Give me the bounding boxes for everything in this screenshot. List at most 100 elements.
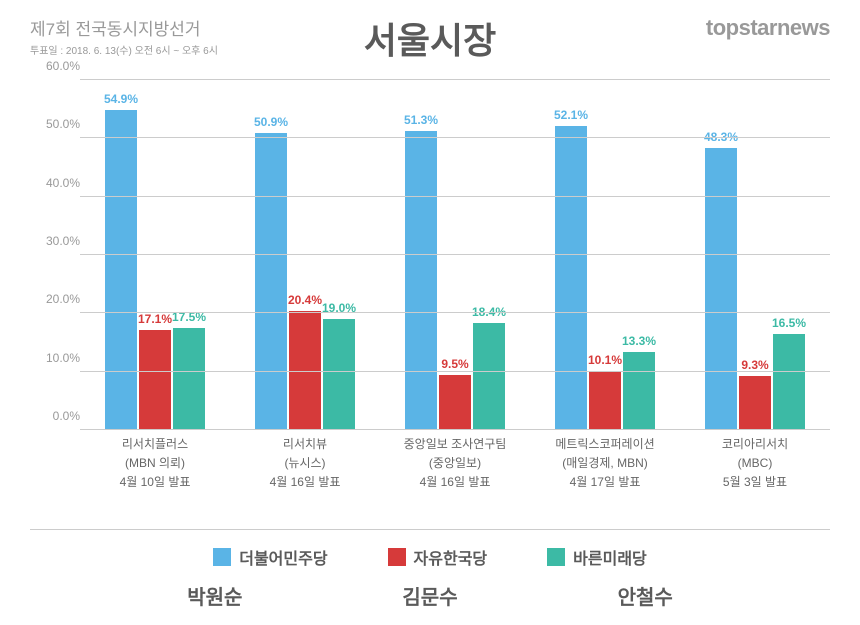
bar-chart: 0.0%10.0%20.0%30.0%40.0%50.0%60.0% 54.9%… (30, 80, 830, 450)
election-date: 투표일 : 2018. 6. 13(수) 오전 6시 ~ 오후 6시 (30, 42, 218, 57)
bar (439, 375, 471, 430)
bar-groups: 54.9%17.1%17.5%50.9%20.4%19.0%51.3%9.5%1… (80, 80, 830, 430)
bar-wrap: 9.5% (439, 375, 471, 430)
candidates-row: 박원순 김문수 안철수 (30, 581, 830, 610)
x-label-line: 4월 10일 발표 (80, 473, 230, 492)
header-right: topstarnews (706, 15, 830, 41)
bar (255, 133, 287, 430)
bar (105, 110, 137, 430)
x-label: 중앙일보 조사연구팀(중앙일보)4월 16일 발표 (380, 435, 530, 493)
bar (623, 352, 655, 430)
y-axis: 0.0%10.0%20.0%30.0%40.0%50.0%60.0% (30, 80, 80, 430)
bar-wrap: 19.0% (323, 319, 355, 430)
bar-wrap: 54.9% (105, 110, 137, 430)
x-label-line: 리서치플러스 (80, 435, 230, 454)
bar-group: 51.3%9.5%18.4% (380, 80, 530, 430)
y-tick: 50.0% (46, 117, 80, 131)
x-label-line: (매일경제, MBN) (530, 454, 680, 473)
header-center: 서울시장 (364, 12, 496, 64)
x-label: 메트릭스코퍼레이션(매일경제, MBN)4월 17일 발표 (530, 435, 680, 493)
gridline (80, 137, 830, 138)
x-label-line: (뉴시스) (230, 454, 380, 473)
legend-swatch (547, 548, 565, 566)
bar (773, 334, 805, 430)
bar-value-label: 13.3% (622, 334, 656, 348)
legend-item: 더불어민주당 (213, 545, 327, 569)
y-tick: 30.0% (46, 234, 80, 248)
bar (405, 131, 437, 430)
bar-value-label: 16.5% (772, 316, 806, 330)
x-label-line: 4월 16일 발표 (380, 473, 530, 492)
bar-value-label: 10.1% (588, 353, 622, 367)
y-tick: 20.0% (46, 292, 80, 306)
bar-value-label: 50.9% (254, 115, 288, 129)
x-axis-labels: 리서치플러스(MBN 의뢰)4월 10일 발표리서치뷰(뉴시스)4월 16일 발… (80, 435, 830, 493)
x-label: 리서치뷰(뉴시스)4월 16일 발표 (230, 435, 380, 493)
bar (739, 376, 771, 430)
candidate-name: 안철수 (618, 581, 673, 610)
bar-value-label: 17.1% (138, 312, 172, 326)
bar-value-label: 9.3% (741, 358, 768, 372)
x-label-line: (MBN 의뢰) (80, 454, 230, 473)
x-label-line: 4월 17일 발표 (530, 473, 680, 492)
bar (555, 126, 587, 430)
x-label-line: 4월 16일 발표 (230, 473, 380, 492)
header-left: 제7회 전국동시지방선거 투표일 : 2018. 6. 13(수) 오전 6시 … (30, 15, 218, 57)
bar-group: 52.1%10.1%13.3% (530, 80, 680, 430)
x-label: 코리아리서치(MBC)5월 3일 발표 (680, 435, 830, 493)
x-label-line: 메트릭스코퍼레이션 (530, 435, 680, 454)
election-subtitle: 제7회 전국동시지방선거 (30, 15, 218, 40)
bar-wrap: 18.4% (473, 323, 505, 430)
legend-label: 자유한국당 (414, 545, 488, 569)
legend: 더불어민주당 자유한국당 바른미래당 박원순 김문수 안철수 (30, 529, 830, 610)
bar-wrap: 10.1% (589, 371, 621, 430)
bar (589, 371, 621, 430)
bar (473, 323, 505, 430)
bar-wrap: 50.9% (255, 133, 287, 430)
bar-group: 54.9%17.1%17.5% (80, 80, 230, 430)
gridline (80, 371, 830, 372)
bar-value-label: 52.1% (554, 108, 588, 122)
bar-wrap: 52.1% (555, 126, 587, 430)
brand-logo: topstarnews (706, 15, 830, 41)
y-tick: 10.0% (46, 351, 80, 365)
legend-label: 더불어민주당 (239, 545, 327, 569)
page-title: 서울시장 (364, 12, 496, 64)
bar-wrap: 17.5% (173, 328, 205, 430)
gridline (80, 196, 830, 197)
legend-row: 더불어민주당 자유한국당 바른미래당 (30, 545, 830, 569)
gridline (80, 312, 830, 313)
bar (173, 328, 205, 430)
legend-label: 바른미래당 (573, 545, 647, 569)
legend-item: 바른미래당 (547, 545, 647, 569)
y-tick: 0.0% (53, 409, 80, 423)
bar-value-label: 54.9% (104, 92, 138, 106)
bar-group: 48.3%9.3%16.5% (680, 80, 830, 430)
bar-wrap: 48.3% (705, 148, 737, 430)
plot-area: 54.9%17.1%17.5%50.9%20.4%19.0%51.3%9.5%1… (80, 80, 830, 430)
x-label-line: 중앙일보 조사연구팀 (380, 435, 530, 454)
candidate-name: 김문수 (402, 581, 457, 610)
y-tick: 40.0% (46, 176, 80, 190)
x-label-line: (중앙일보) (380, 454, 530, 473)
x-label-line: (MBC) (680, 454, 830, 473)
candidate-name: 박원순 (187, 581, 242, 610)
legend-item: 자유한국당 (388, 545, 488, 569)
legend-swatch (388, 548, 406, 566)
gridline (80, 429, 830, 430)
bar-value-label: 51.3% (404, 113, 438, 127)
bar-value-label: 9.5% (441, 357, 468, 371)
bar-wrap: 13.3% (623, 352, 655, 430)
gridline (80, 79, 830, 80)
bar (323, 319, 355, 430)
legend-swatch (213, 548, 231, 566)
x-label-line: 리서치뷰 (230, 435, 380, 454)
bar-wrap: 9.3% (739, 376, 771, 430)
bar-value-label: 20.4% (288, 293, 322, 307)
x-label: 리서치플러스(MBN 의뢰)4월 10일 발표 (80, 435, 230, 493)
x-label-line: 코리아리서치 (680, 435, 830, 454)
bar-wrap: 16.5% (773, 334, 805, 430)
y-tick: 60.0% (46, 59, 80, 73)
x-label-line: 5월 3일 발표 (680, 473, 830, 492)
bar-wrap: 51.3% (405, 131, 437, 430)
